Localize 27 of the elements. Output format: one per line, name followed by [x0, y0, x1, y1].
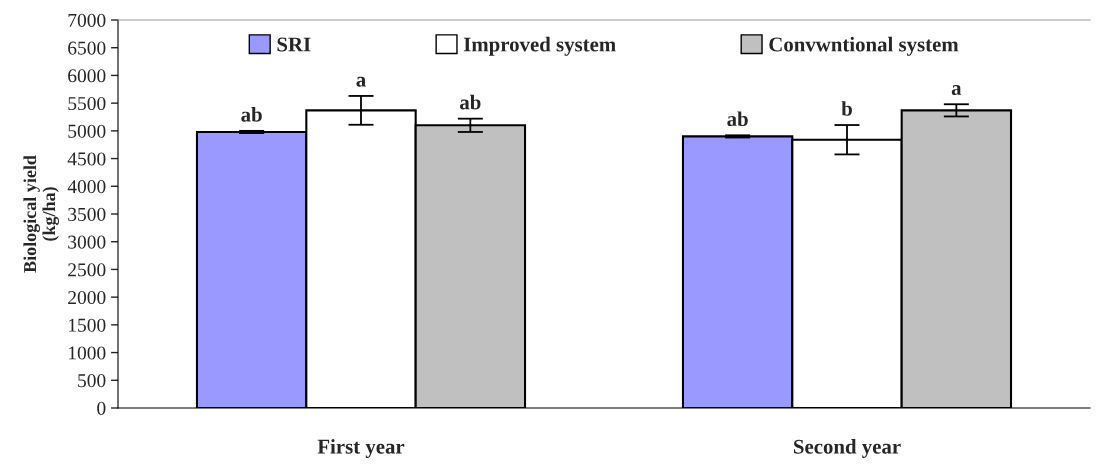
y-tick-label: 3000 [68, 235, 106, 249]
y-tick-label: 5000 [68, 124, 106, 138]
y-tick-label: 6500 [68, 41, 106, 55]
y-tick-label: 4500 [67, 152, 106, 166]
data-label: a [356, 76, 366, 87]
data-label: a [951, 85, 962, 96]
x-tick-label: First year [317, 439, 405, 458]
y-tick-label: 1000 [69, 346, 106, 360]
data-label: ab [241, 106, 262, 122]
y-tick-label: 2500 [68, 263, 106, 277]
legend-label: SRI [277, 37, 311, 52]
x-tick-label: Second year [794, 439, 901, 458]
y-tick-label: 1500 [69, 318, 106, 332]
data-label: ab [460, 94, 481, 110]
data-label: b [841, 101, 852, 116]
y-tick-label: 3500 [68, 207, 106, 221]
legend-label: Convwntional system [769, 36, 959, 56]
y-axis-title: Biological yield (kg/ha) [23, 155, 59, 273]
y-tick-label: 6000 [68, 69, 106, 83]
y-tick-label: 4000 [67, 180, 106, 194]
data-label: ab [727, 111, 748, 127]
legend-label: Improved system [463, 36, 616, 56]
y-tick-label: 2000 [68, 290, 106, 305]
y-tick-label: 500 [78, 374, 106, 388]
y-tick-label: 7000 [68, 13, 106, 27]
y-tick-label: 0 [97, 401, 106, 415]
y-tick-label: 5500 [68, 96, 106, 111]
